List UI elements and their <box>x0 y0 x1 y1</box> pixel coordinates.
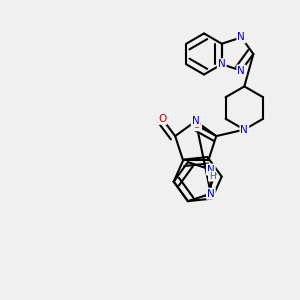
Text: O: O <box>158 114 166 124</box>
Text: N: N <box>192 116 200 126</box>
Text: O: O <box>193 120 201 130</box>
Text: N: N <box>218 59 226 69</box>
Text: N: N <box>207 189 215 199</box>
Text: H: H <box>209 172 216 181</box>
Text: N: N <box>207 165 215 175</box>
Text: N: N <box>237 32 245 42</box>
Text: N: N <box>237 66 245 76</box>
Text: N: N <box>241 124 248 135</box>
